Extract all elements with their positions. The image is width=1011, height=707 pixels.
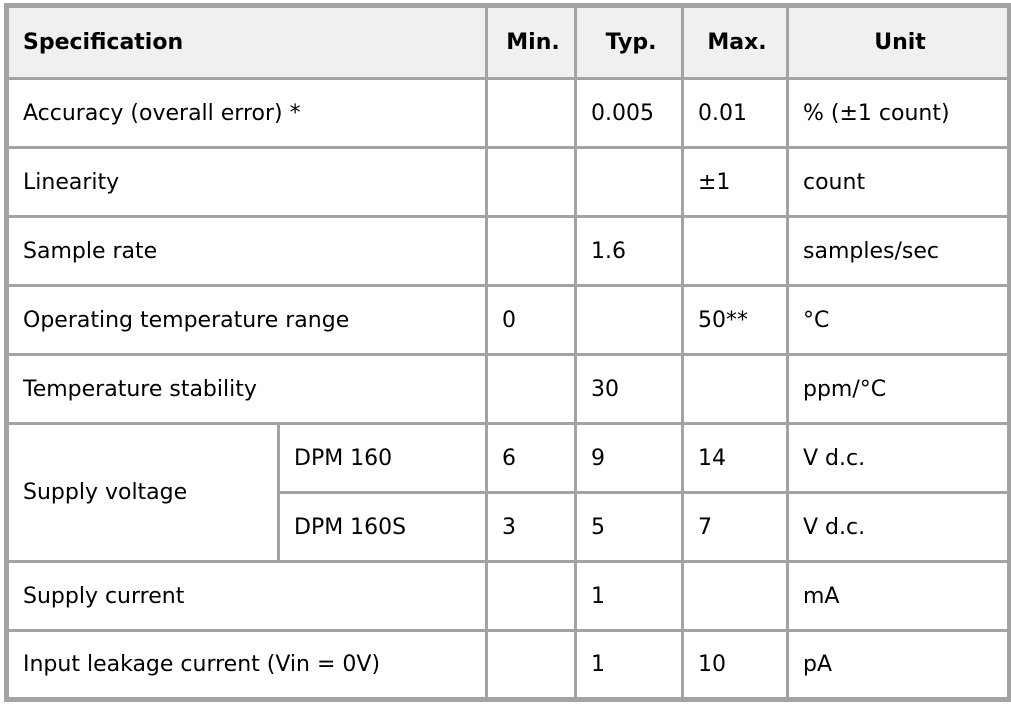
typ-cell: 1: [574, 629, 684, 701]
spec-cell: Supply voltage: [5, 422, 280, 563]
min-cell: [485, 215, 577, 287]
unit-cell: V d.c.: [786, 422, 1011, 494]
typ-cell: 1: [574, 560, 684, 632]
spec-cell: Supply current: [5, 560, 488, 632]
header-unit: Unit: [786, 4, 1011, 80]
header-min: Min.: [485, 4, 577, 80]
spec-cell: Operating temperature range: [5, 284, 488, 356]
table-row: DPM 160S 3 5 7 V d.c.: [7, 491, 1011, 563]
min-cell: 6: [485, 422, 577, 494]
typ-cell: [574, 146, 684, 218]
max-cell: 0.01: [681, 77, 789, 149]
min-cell: 3: [485, 491, 577, 563]
max-cell: 50**: [681, 284, 789, 356]
table-row: Accuracy (overall error) * 0.005 0.01 % …: [5, 77, 1011, 149]
max-cell: 7: [681, 491, 789, 563]
min-cell: [485, 629, 577, 701]
unit-cell: V d.c.: [786, 491, 1011, 563]
spec-cell: Sample rate: [5, 215, 488, 287]
typ-cell: 30: [574, 353, 684, 425]
unit-cell: ppm/°C: [786, 353, 1011, 425]
unit-cell: count: [786, 146, 1011, 218]
header-specification: Specification: [5, 4, 488, 80]
typ-cell: 0.005: [574, 77, 684, 149]
variant-cell: DPM 160: [277, 422, 488, 494]
unit-cell: samples/sec: [786, 215, 1011, 287]
variant-cell: DPM 160S: [277, 491, 488, 563]
min-cell: [485, 77, 577, 149]
unit-cell: pA: [786, 629, 1011, 701]
spec-cell: Linearity: [5, 146, 488, 218]
table-row: Supply voltage DPM 160 6 9 14 V d.c.: [5, 422, 1011, 563]
max-cell: 10: [681, 629, 789, 701]
table-row: Supply current 1 mA: [5, 560, 1011, 632]
typ-cell: 5: [574, 491, 684, 563]
unit-cell: mA: [786, 560, 1011, 632]
spec-cell: Input leakage current (Vin = 0V): [5, 629, 488, 701]
min-cell: 0: [485, 284, 577, 356]
table-row: Sample rate 1.6 samples/sec: [5, 215, 1011, 287]
header-max: Max.: [681, 4, 789, 80]
max-cell: [681, 560, 789, 632]
header-typ: Typ.: [574, 4, 684, 80]
typ-cell: [574, 284, 684, 356]
unit-cell: % (±1 count): [786, 77, 1011, 149]
typ-cell: 9: [574, 422, 684, 494]
max-cell: [681, 215, 789, 287]
table-row: Operating temperature range 0 50** °C: [5, 284, 1011, 356]
max-cell: ±1: [681, 146, 789, 218]
spec-table: Specification Min. Typ. Max. Unit Accura…: [4, 3, 1011, 702]
table-row: Input leakage current (Vin = 0V) 1 10 pA: [5, 629, 1011, 701]
spec-cell: Temperature stability: [5, 353, 488, 425]
min-cell: [485, 146, 577, 218]
table-row: Linearity ±1 count: [5, 146, 1011, 218]
unit-cell: °C: [786, 284, 1011, 356]
max-cell: [681, 353, 789, 425]
spec-cell: Accuracy (overall error) *: [5, 77, 488, 149]
max-cell: 14: [681, 422, 789, 494]
typ-cell: 1.6: [574, 215, 684, 287]
min-cell: [485, 353, 577, 425]
header-row: Specification Min. Typ. Max. Unit: [5, 4, 1011, 80]
table-row: Temperature stability 30 ppm/°C: [5, 353, 1011, 425]
min-cell: [485, 560, 577, 632]
